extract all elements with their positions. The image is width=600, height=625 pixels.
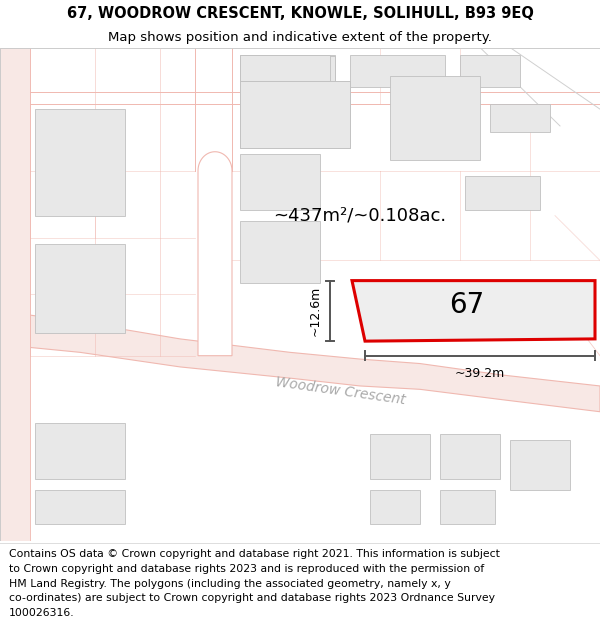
Bar (240, 56, 335, 87)
Bar (350, 56, 445, 87)
Bar (390, 76, 480, 159)
Bar (440, 434, 500, 479)
Bar (35, 109, 125, 216)
Bar (240, 154, 320, 210)
Bar (35, 423, 125, 479)
Text: to Crown copyright and database rights 2023 and is reproduced with the permissio: to Crown copyright and database rights 2… (9, 564, 484, 574)
Text: 100026316.: 100026316. (9, 608, 74, 618)
Bar (465, 176, 540, 210)
Bar (240, 81, 350, 148)
Text: HM Land Registry. The polygons (including the associated geometry, namely x, y: HM Land Registry. The polygons (includin… (9, 579, 451, 589)
Polygon shape (0, 48, 600, 541)
Text: 67: 67 (449, 291, 484, 319)
Bar (35, 244, 125, 333)
Text: Contains OS data © Crown copyright and database right 2021. This information is : Contains OS data © Crown copyright and d… (9, 549, 500, 559)
Bar (35, 490, 125, 524)
Polygon shape (352, 281, 595, 341)
Bar (240, 221, 320, 283)
Bar (240, 81, 350, 148)
Bar (510, 440, 570, 490)
Bar (245, 56, 335, 84)
Bar (440, 490, 495, 524)
Bar (370, 434, 430, 479)
Bar (460, 56, 520, 87)
Text: Woodrow Crescent: Woodrow Crescent (274, 376, 406, 408)
Text: ~12.6m: ~12.6m (309, 286, 322, 336)
Text: ~437m²/~0.108ac.: ~437m²/~0.108ac. (274, 207, 446, 224)
Text: co-ordinates) are subject to Crown copyright and database rights 2023 Ordnance S: co-ordinates) are subject to Crown copyr… (9, 593, 495, 603)
Bar (370, 490, 420, 524)
Text: ~39.2m: ~39.2m (455, 367, 505, 380)
Text: Map shows position and indicative extent of the property.: Map shows position and indicative extent… (108, 31, 492, 44)
Bar (490, 104, 550, 131)
Polygon shape (0, 48, 30, 541)
Polygon shape (0, 311, 600, 412)
Bar (240, 56, 330, 81)
Polygon shape (198, 152, 232, 356)
Text: 67, WOODROW CRESCENT, KNOWLE, SOLIHULL, B93 9EQ: 67, WOODROW CRESCENT, KNOWLE, SOLIHULL, … (67, 6, 533, 21)
